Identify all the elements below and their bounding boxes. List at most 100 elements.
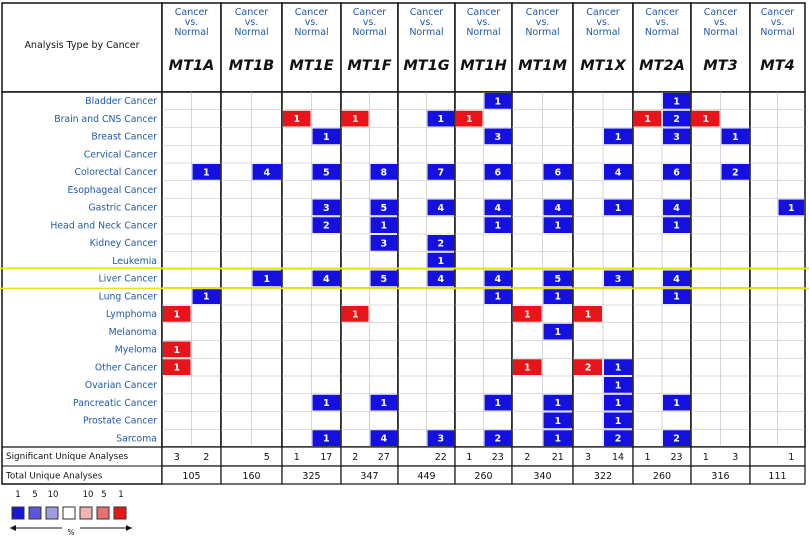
heatmap-cell[interactable]: 1	[604, 128, 632, 145]
heatmap-cell[interactable]: 3	[370, 235, 398, 251]
heatmap-cell[interactable]: 1	[456, 110, 483, 127]
heatmap-cell[interactable]: 3	[427, 430, 455, 446]
heatmap-cell[interactable]: 1	[604, 359, 632, 375]
heatmap-cell[interactable]: 1	[484, 93, 512, 109]
heatmap-cell[interactable]: 1	[663, 288, 690, 304]
heatmap-cell[interactable]: 1	[543, 430, 573, 446]
heatmap-cell[interactable]: 4	[370, 430, 398, 446]
gene-name: MT1A	[169, 58, 215, 74]
cell-fill	[604, 430, 632, 446]
cell-fill	[370, 164, 397, 180]
heatmap-cell[interactable]: 2	[484, 430, 512, 446]
heatmap-cell[interactable]: 1	[312, 430, 341, 446]
significant-analyses-label: Significant Unique Analyses	[6, 452, 129, 462]
legend-tick-label: 5	[32, 490, 37, 500]
heatmap-cell[interactable]: 1	[342, 110, 369, 127]
heatmap-cell[interactable]: 2	[574, 359, 602, 375]
cell-fill	[604, 377, 632, 393]
comparison-label: Normal	[466, 27, 500, 38]
heatmap-cell[interactable]: 7	[427, 164, 455, 180]
legend-swatch	[96, 506, 110, 520]
heatmap-cell[interactable]: 3	[312, 199, 341, 216]
heatmap-cell[interactable]: 1	[427, 252, 455, 269]
comparison-label: Cancer	[645, 7, 679, 18]
heatmap-cell[interactable]: 1	[574, 306, 602, 322]
heatmap-cell[interactable]: 2	[663, 110, 690, 127]
heatmap-cell[interactable]: 1	[484, 394, 512, 411]
heatmap-cell[interactable]: 1	[163, 359, 191, 375]
heatmap-cell[interactable]: 1	[252, 270, 282, 287]
cell-count: 1	[702, 114, 709, 125]
heatmap-cell[interactable]: 4	[427, 199, 455, 216]
cell-fill	[312, 217, 340, 233]
heatmap-cell[interactable]: 2	[604, 430, 632, 446]
heatmap-cell[interactable]: 6	[484, 164, 512, 180]
heatmap-cell[interactable]: 2	[663, 430, 690, 446]
heatmap-cell[interactable]: 5	[312, 164, 341, 180]
heatmap-cell[interactable]: 1	[634, 110, 661, 127]
legend-swatch	[45, 506, 59, 520]
heatmap-cell[interactable]: 5	[543, 270, 573, 287]
heatmap-cell[interactable]: 1	[370, 394, 398, 411]
heatmap-cell[interactable]: 4	[604, 164, 632, 180]
heatmap-cell[interactable]: 1	[163, 341, 191, 358]
heatmap-cell[interactable]: 1	[484, 217, 512, 233]
heatmap-cell[interactable]: 4	[663, 270, 690, 287]
heatmap-cell[interactable]: 1	[604, 394, 632, 411]
comparison-label: Cancer	[526, 7, 560, 18]
heatmap-cell[interactable]: 6	[663, 164, 690, 180]
heatmap-cell[interactable]: 1	[721, 128, 750, 145]
heatmap-cell[interactable]: 1	[513, 359, 542, 375]
heatmap-cell[interactable]: 4	[427, 270, 455, 287]
cell-count: 1	[615, 398, 622, 409]
heatmap-cell[interactable]: 6	[543, 164, 573, 180]
heatmap-cell[interactable]: 1	[484, 288, 512, 304]
heatmap-cell[interactable]: 1	[663, 394, 690, 411]
heatmap-cell[interactable]: 3	[484, 128, 512, 145]
heatmap-cell[interactable]: 1	[513, 306, 542, 322]
heatmap-cell[interactable]: 1	[543, 288, 573, 304]
heatmap-cell[interactable]: 4	[543, 199, 573, 216]
heatmap-cell[interactable]: 4	[312, 270, 341, 287]
gene-name: MT1B	[229, 58, 274, 74]
heatmap-cell[interactable]: 5	[370, 270, 398, 287]
heatmap-cell[interactable]: 1	[663, 217, 690, 233]
heatmap-cell[interactable]: 1	[192, 288, 221, 304]
heatmap-cell[interactable]: 4	[484, 270, 512, 287]
heatmap-cell[interactable]: 4	[484, 199, 512, 216]
heatmap-cell[interactable]: 2	[427, 235, 455, 251]
heatmap-cell[interactable]: 2	[312, 217, 341, 233]
heatmap-cell[interactable]: 1	[543, 394, 573, 411]
legend-swatch	[28, 506, 42, 520]
comparison-label: Normal	[174, 27, 208, 38]
heatmap-cell[interactable]: 1	[543, 323, 573, 340]
heatmap-cell[interactable]: 5	[370, 199, 398, 216]
cell-fill	[484, 128, 511, 145]
heatmap-cell[interactable]: 1	[163, 306, 191, 322]
heatmap-cell[interactable]: 1	[312, 128, 341, 145]
heatmap-cell[interactable]: 1	[778, 199, 805, 216]
heatmap-cell[interactable]: 2	[721, 164, 750, 180]
heatmap-cell[interactable]: 1	[604, 199, 632, 216]
heatmap-cell[interactable]: 1	[312, 394, 341, 411]
heatmap-cell[interactable]: 1	[342, 306, 369, 322]
heatmap-cell[interactable]: 1	[283, 110, 311, 127]
heatmap-cell[interactable]: 1	[692, 110, 720, 127]
heatmap-cell[interactable]: 1	[543, 217, 573, 233]
heatmap-cell[interactable]: 3	[663, 128, 690, 145]
heatmap-cell[interactable]: 1	[543, 412, 573, 429]
heatmap-cell[interactable]: 1	[427, 110, 455, 127]
heatmap-cell[interactable]: 3	[604, 270, 632, 287]
heatmap-cell[interactable]: 1	[192, 164, 221, 180]
heatmap-cell[interactable]: 4	[663, 199, 690, 216]
heatmap-cell[interactable]: 1	[370, 217, 398, 233]
heatmap-cell[interactable]: 8	[370, 164, 398, 180]
heatmap-cell[interactable]: 1	[663, 93, 690, 109]
heatmap-cell[interactable]: 4	[252, 164, 282, 180]
cell-count: 4	[673, 203, 680, 214]
cell-fill	[342, 306, 369, 322]
heatmap-cell[interactable]: 1	[604, 412, 632, 429]
heatmap-cell[interactable]: 1	[604, 377, 632, 393]
significant-up-count: 1	[644, 452, 650, 463]
